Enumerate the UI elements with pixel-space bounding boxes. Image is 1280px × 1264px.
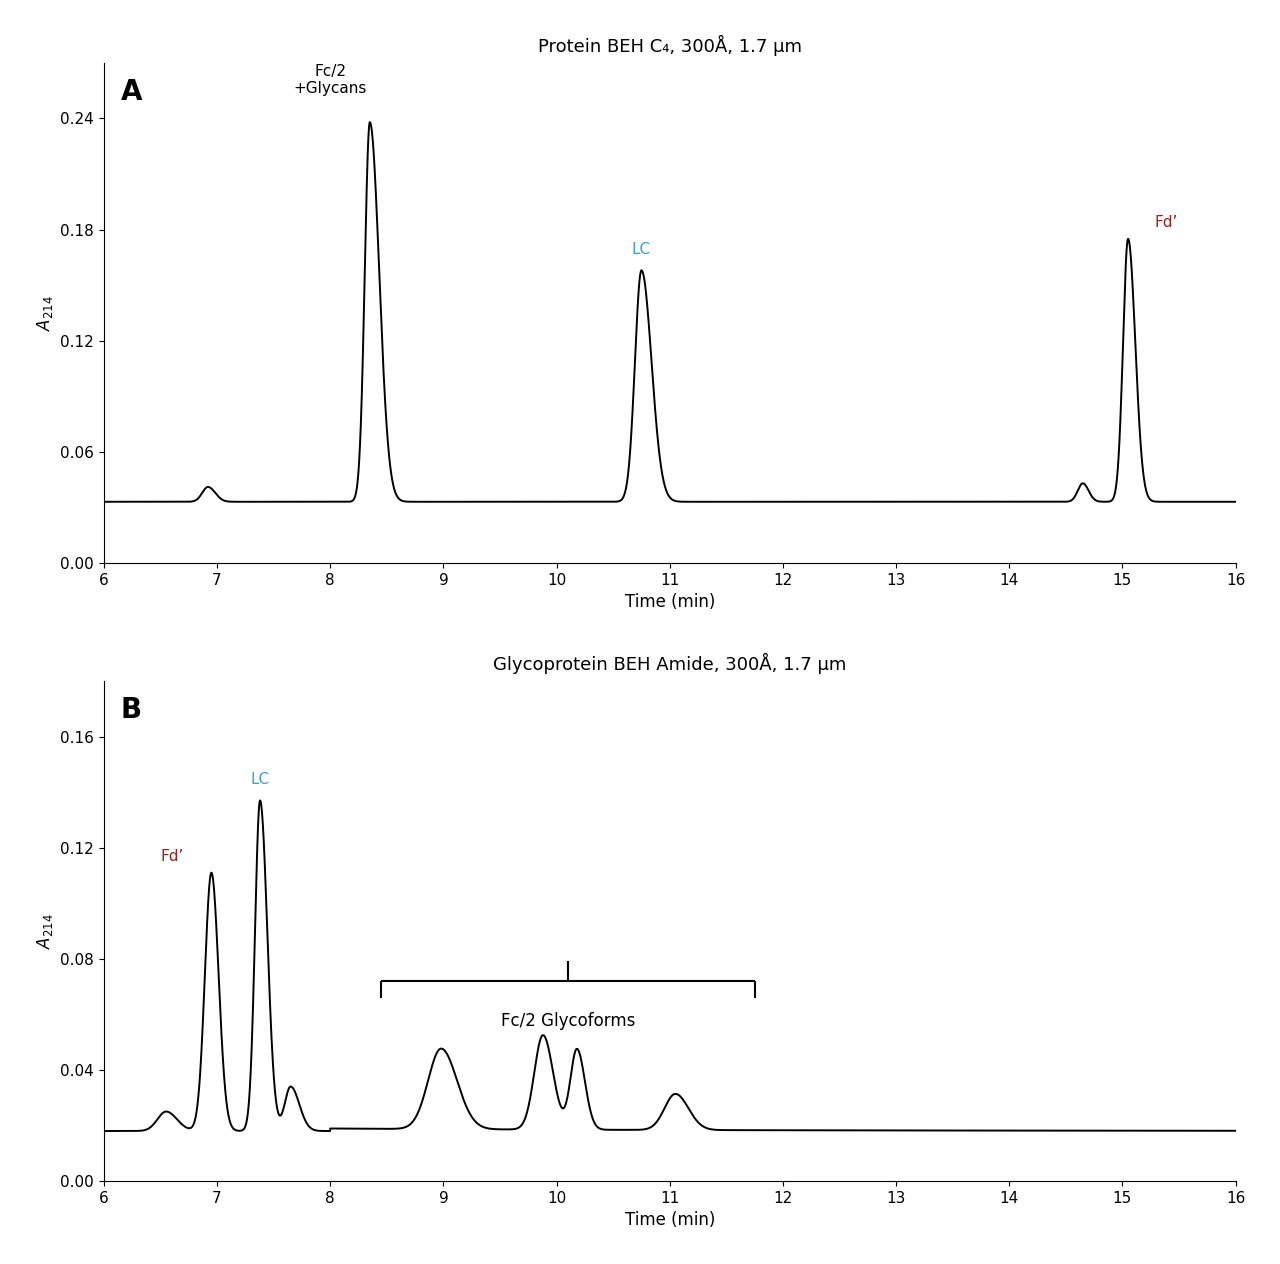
Title: Protein BEH C₄, 300Å, 1.7 μm: Protein BEH C₄, 300Å, 1.7 μm (538, 34, 801, 56)
X-axis label: Time (min): Time (min) (625, 1211, 716, 1230)
Text: LC: LC (251, 771, 270, 786)
X-axis label: Time (min): Time (min) (625, 593, 716, 612)
Text: Fd’: Fd’ (1155, 215, 1178, 230)
Text: A: A (120, 78, 142, 106)
Text: LC: LC (632, 243, 652, 258)
Text: Fc/2 Glycoforms: Fc/2 Glycoforms (500, 1011, 635, 1030)
Text: B: B (120, 696, 142, 724)
Text: Fd’: Fd’ (160, 849, 183, 865)
Y-axis label: $A_{214}$: $A_{214}$ (35, 913, 55, 949)
Text: Fc/2
+Glycans: Fc/2 +Glycans (293, 64, 367, 96)
Title: Glycoprotein BEH Amide, 300Å, 1.7 μm: Glycoprotein BEH Amide, 300Å, 1.7 μm (493, 652, 846, 674)
Y-axis label: $A_{214}$: $A_{214}$ (35, 295, 55, 331)
